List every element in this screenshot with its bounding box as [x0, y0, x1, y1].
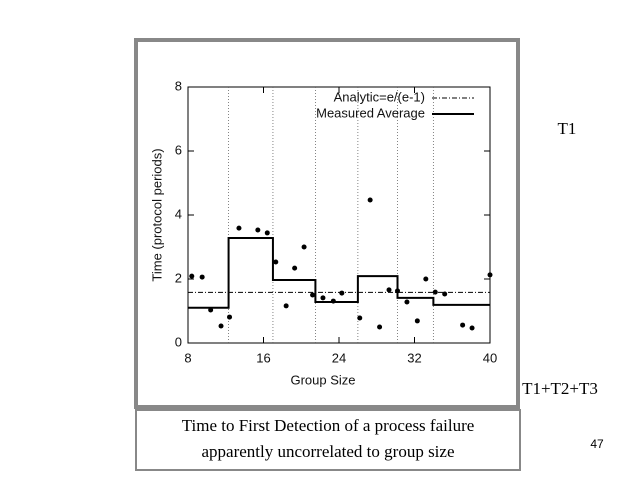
data-point	[386, 287, 392, 293]
data-point	[218, 323, 224, 329]
data-point	[320, 295, 326, 301]
data-point	[310, 292, 316, 298]
x-axis-label: Group Size	[290, 372, 355, 387]
y-tick-label: 0	[175, 334, 182, 349]
x-tick-label: 24	[332, 350, 346, 365]
series-line	[188, 237, 490, 309]
caption-line: apparently uncorrelated to group size	[201, 442, 454, 461]
data-point	[469, 325, 475, 331]
data-point	[283, 303, 289, 309]
caption-box	[135, 409, 521, 471]
x-tick-label: 40	[483, 350, 497, 365]
data-point	[404, 299, 410, 305]
data-point	[377, 324, 383, 330]
x-tick-label: 8	[184, 350, 191, 365]
data-point	[208, 307, 214, 313]
y-tick-label: 8	[175, 78, 182, 93]
page-number: 47	[590, 437, 604, 451]
data-point	[273, 259, 279, 265]
side-label: T1+T2+T3	[522, 379, 598, 398]
data-point	[199, 274, 205, 280]
data-point	[227, 314, 233, 320]
data-point	[301, 244, 307, 250]
x-tick-label: 16	[256, 350, 270, 365]
data-point	[432, 289, 438, 295]
legend-label: Analytic=e/(e-1)	[334, 89, 425, 104]
side-label: T1	[558, 119, 577, 138]
data-point	[395, 288, 401, 294]
data-point	[423, 276, 429, 282]
y-tick-label: 4	[175, 206, 182, 221]
data-point	[487, 272, 493, 278]
data-point	[189, 273, 195, 279]
data-point	[414, 318, 420, 324]
caption-line: Time to First Detection of a process fai…	[182, 416, 475, 435]
data-point	[264, 230, 270, 236]
data-point	[330, 298, 336, 304]
data-point	[339, 290, 345, 296]
data-point	[357, 315, 363, 321]
data-point	[255, 227, 261, 233]
y-tick-label: 2	[175, 270, 182, 285]
data-point	[460, 322, 466, 328]
legend-label: Measured Average	[316, 105, 425, 120]
data-point	[442, 291, 448, 297]
y-axis-label: Time (protocol periods)	[149, 148, 164, 281]
figure-frame	[134, 38, 520, 409]
data-point	[292, 265, 298, 271]
data-point	[236, 225, 242, 231]
y-tick-label: 6	[175, 142, 182, 157]
x-tick-label: 32	[407, 350, 421, 365]
data-point	[367, 197, 373, 203]
